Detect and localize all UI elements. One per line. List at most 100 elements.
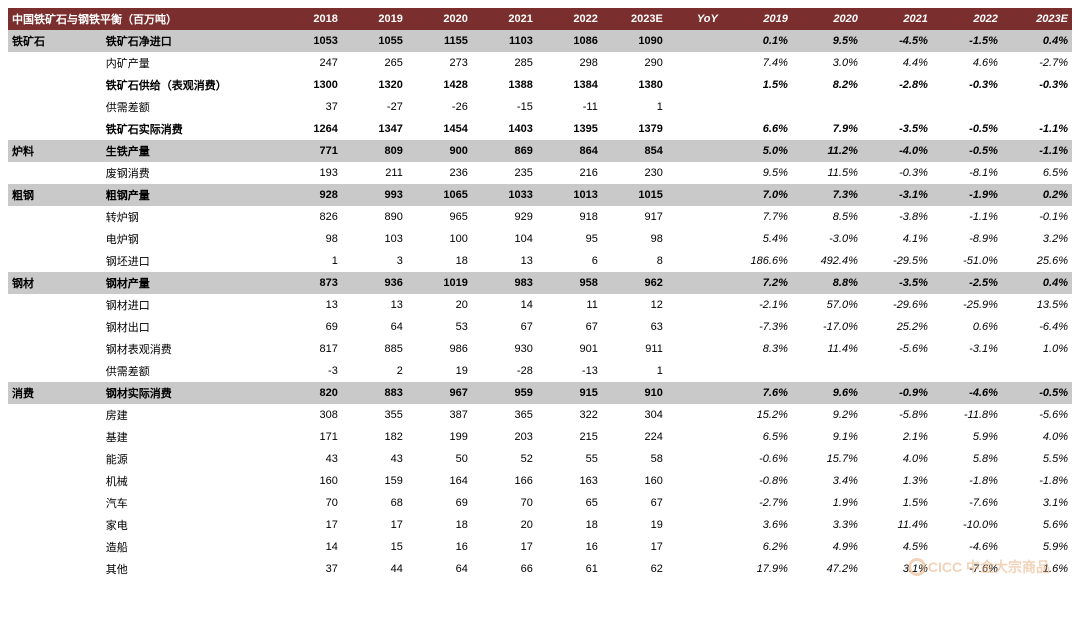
row-yoy-1: 9.1%: [792, 426, 862, 448]
table-row: 房建30835538736532230415.2%9.2%-5.8%-11.8%…: [8, 404, 1072, 426]
row-val-2: 387: [407, 404, 472, 426]
row-val-5: 1380: [602, 74, 667, 96]
row-val-2: 199: [407, 426, 472, 448]
row-val-5: 230: [602, 162, 667, 184]
row-val-0: 37: [277, 558, 342, 580]
row-val-4: 61: [537, 558, 602, 580]
row-category: [8, 448, 102, 470]
row-val-1: 885: [342, 338, 407, 360]
row-val-1: 64: [342, 316, 407, 338]
row-yoy-4: 1.0%: [1002, 338, 1072, 360]
row-val-2: 1428: [407, 74, 472, 96]
row-gap: [667, 250, 722, 272]
row-yoy-1: 9.6%: [792, 382, 862, 404]
row-val-3: 20: [472, 514, 537, 536]
row-val-3: -15: [472, 96, 537, 118]
row-yoy-4: -5.6%: [1002, 404, 1072, 426]
row-yoy-0: 6.5%: [722, 426, 792, 448]
row-val-5: 1: [602, 360, 667, 382]
row-yoy-1: 7.3%: [792, 184, 862, 206]
row-val-4: 1013: [537, 184, 602, 206]
table-row: 钢材表观消费8178859869309019118.3%11.4%-5.6%-3…: [8, 338, 1072, 360]
row-yoy-0: 15.2%: [722, 404, 792, 426]
row-yoy-1: 11.4%: [792, 338, 862, 360]
row-val-3: 104: [472, 228, 537, 250]
row-val-4: 1384: [537, 74, 602, 96]
row-yoy-2: [862, 360, 932, 382]
row-category: [8, 514, 102, 536]
table-body: 铁矿石铁矿石净进口1053105511551103108610900.1%9.5…: [8, 30, 1072, 580]
row-val-5: 917: [602, 206, 667, 228]
table-row: 转炉钢8268909659299189177.7%8.5%-3.8%-1.1%-…: [8, 206, 1072, 228]
row-yoy-3: -1.8%: [932, 470, 1002, 492]
header-yoy-year-4: 2023E: [1002, 8, 1072, 30]
row-val-3: 166: [472, 470, 537, 492]
header-year-3: 2021: [472, 8, 537, 30]
row-category: [8, 250, 102, 272]
row-val-2: 16: [407, 536, 472, 558]
row-val-4: 901: [537, 338, 602, 360]
row-val-5: 1379: [602, 118, 667, 140]
row-yoy-4: -0.5%: [1002, 382, 1072, 404]
table-row: 汽车706869706567-2.7%1.9%1.5%-7.6%3.1%: [8, 492, 1072, 514]
row-val-1: 993: [342, 184, 407, 206]
row-val-3: 1103: [472, 30, 537, 52]
row-yoy-2: 4.0%: [862, 448, 932, 470]
row-yoy-0: -0.6%: [722, 448, 792, 470]
row-val-2: 18: [407, 250, 472, 272]
row-val-3: 13: [472, 250, 537, 272]
row-val-4: -13: [537, 360, 602, 382]
row-val-5: 911: [602, 338, 667, 360]
row-label: 房建: [102, 404, 277, 426]
row-yoy-0: 6.2%: [722, 536, 792, 558]
header-yoy-year-0: 2019: [722, 8, 792, 30]
header-year-2: 2020: [407, 8, 472, 30]
row-yoy-2: 11.4%: [862, 514, 932, 536]
row-val-3: 869: [472, 140, 537, 162]
row-yoy-4: [1002, 360, 1072, 382]
row-val-5: 224: [602, 426, 667, 448]
row-val-1: 809: [342, 140, 407, 162]
row-val-0: 193: [277, 162, 342, 184]
row-category: [8, 404, 102, 426]
row-val-2: 64: [407, 558, 472, 580]
row-yoy-2: -2.8%: [862, 74, 932, 96]
row-yoy-4: 0.4%: [1002, 30, 1072, 52]
row-val-2: 986: [407, 338, 472, 360]
table-row: 铁矿石实际消费1264134714541403139513796.6%7.9%-…: [8, 118, 1072, 140]
row-gap: [667, 272, 722, 294]
row-val-0: 37: [277, 96, 342, 118]
row-val-4: 322: [537, 404, 602, 426]
row-yoy-0: 6.6%: [722, 118, 792, 140]
row-val-5: 1: [602, 96, 667, 118]
row-yoy-0: -7.3%: [722, 316, 792, 338]
header-year-1: 2019: [342, 8, 407, 30]
row-val-2: 1019: [407, 272, 472, 294]
row-yoy-0: 8.3%: [722, 338, 792, 360]
row-val-5: 98: [602, 228, 667, 250]
row-yoy-2: -3.5%: [862, 272, 932, 294]
row-val-2: 1065: [407, 184, 472, 206]
row-yoy-3: [932, 360, 1002, 382]
row-val-5: 67: [602, 492, 667, 514]
row-gap: [667, 162, 722, 184]
row-yoy-2: 4.5%: [862, 536, 932, 558]
row-category: [8, 536, 102, 558]
row-val-2: 50: [407, 448, 472, 470]
row-gap: [667, 360, 722, 382]
row-yoy-2: -5.8%: [862, 404, 932, 426]
row-yoy-4: 25.6%: [1002, 250, 1072, 272]
row-val-2: 1454: [407, 118, 472, 140]
row-label: 造船: [102, 536, 277, 558]
row-label: 家电: [102, 514, 277, 536]
row-val-0: 820: [277, 382, 342, 404]
row-val-3: 1033: [472, 184, 537, 206]
row-yoy-0: 17.9%: [722, 558, 792, 580]
row-val-2: 900: [407, 140, 472, 162]
row-yoy-4: -1.8%: [1002, 470, 1072, 492]
row-val-1: 15: [342, 536, 407, 558]
row-gap: [667, 96, 722, 118]
row-category: [8, 118, 102, 140]
row-val-4: 55: [537, 448, 602, 470]
row-yoy-0: 7.7%: [722, 206, 792, 228]
